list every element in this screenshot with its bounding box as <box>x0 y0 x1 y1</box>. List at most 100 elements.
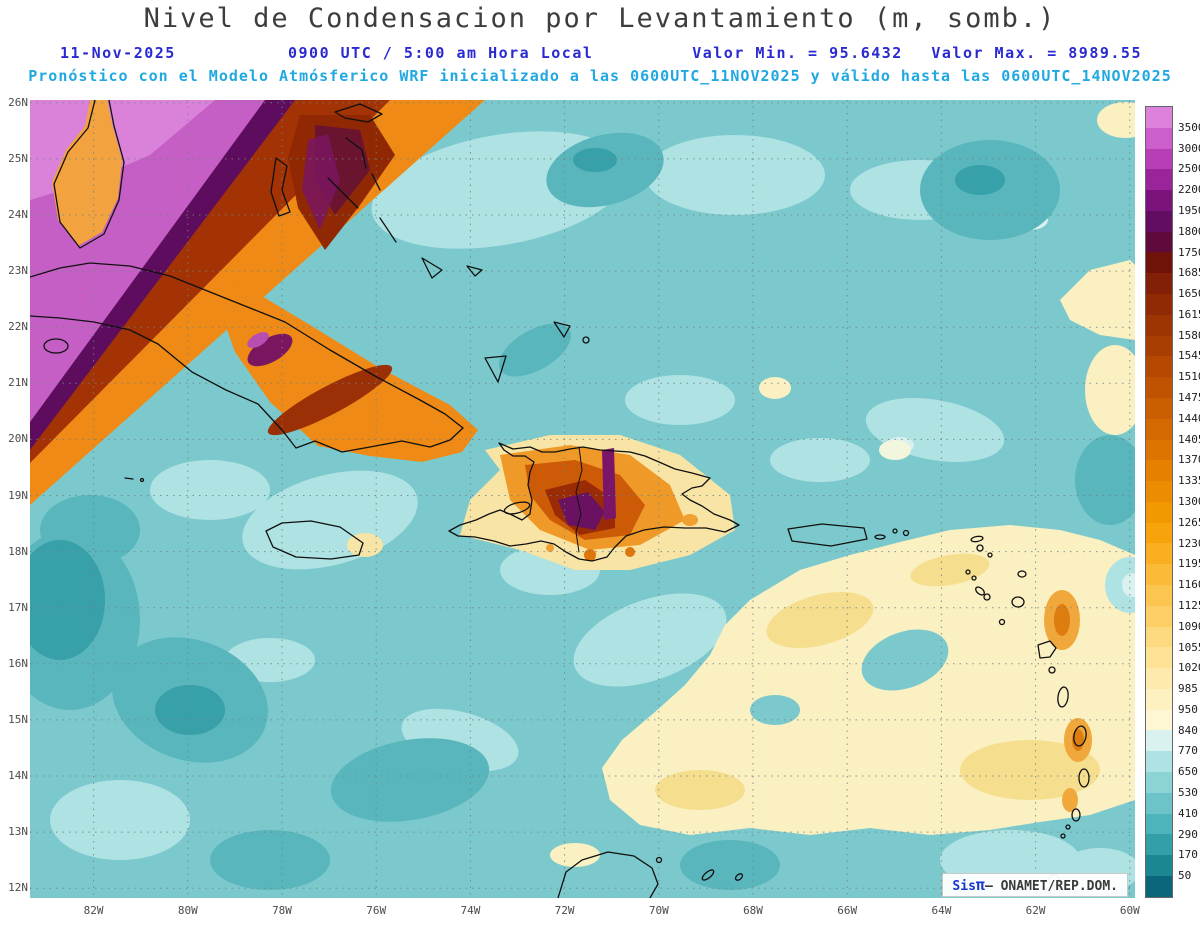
colorbar-level-label: 1545 <box>1178 349 1200 363</box>
colorbar-level-label: 1370 <box>1178 453 1200 467</box>
colorbar-segment <box>1146 418 1172 440</box>
colorbar-segment <box>1146 688 1172 710</box>
forecast-map-svg <box>30 100 1135 898</box>
credit-sis: Sis <box>952 879 976 894</box>
colorbar-level-label: 985 <box>1178 682 1198 696</box>
lon-tick-label: 66W <box>837 904 858 917</box>
colorbar-level-label: 1195 <box>1178 557 1200 571</box>
colorbar-level-label: 1650 <box>1178 287 1200 301</box>
colorbar-segment <box>1146 231 1172 253</box>
lat-tick-label: 17N <box>8 600 28 614</box>
colorbar-level-label: 1800 <box>1178 224 1200 238</box>
colorbar-level-label: 950 <box>1178 702 1198 716</box>
colorbar-level-label: 1020 <box>1178 661 1200 675</box>
pi-symbol: π <box>975 876 985 894</box>
colorbar-segment <box>1146 668 1172 689</box>
colorbar-segment <box>1146 834 1172 856</box>
colorbar-level-label: 290 <box>1178 827 1198 841</box>
lon-tick-label: 74W <box>460 904 481 917</box>
colorbar-level-label: 3500 <box>1178 120 1200 134</box>
colorbar-segment <box>1146 875 1172 897</box>
valid-time: 0900 UTC / 5:00 am Hora Local <box>288 44 594 62</box>
colorbar-level-label: 50 <box>1178 869 1192 883</box>
colorbar-level-label: 840 <box>1178 723 1198 737</box>
colorbar-level-label: 410 <box>1178 806 1198 820</box>
colorbar-level-label: 1055 <box>1178 640 1200 654</box>
colorbar-segment <box>1146 356 1172 378</box>
hispaniola-hotspot <box>347 435 735 570</box>
lat-tick-label: 14N <box>8 769 28 782</box>
colorbar-level-label: 1300 <box>1178 495 1200 508</box>
colorbar-level-label: 1615 <box>1178 307 1200 321</box>
lat-tick-label: 13N <box>8 825 28 839</box>
lat-tick-label: 26N <box>8 95 28 109</box>
colorbar-segment <box>1146 709 1172 731</box>
lat-tick-label: 25N <box>8 151 28 165</box>
colorbar-level-label: 1440 <box>1178 411 1200 425</box>
header-info-line: 11-Nov-2025 0900 UTC / 5:00 am Hora Loca… <box>0 44 1200 64</box>
colorbar-segment <box>1146 772 1172 793</box>
colorbar-level-label: 1580 <box>1178 328 1200 342</box>
colorbar-segment <box>1146 730 1172 752</box>
coastlines-layer <box>30 100 1090 898</box>
colorbar-segment <box>1146 584 1172 606</box>
colorbar-level-label: 650 <box>1178 765 1198 779</box>
colorbar-level-label: 1265 <box>1178 515 1200 529</box>
colorbar-segment <box>1146 252 1172 274</box>
colorbar-segment <box>1146 605 1172 627</box>
colorbar-segment <box>1146 813 1172 835</box>
colorbar-segment <box>1146 210 1172 232</box>
colorbar-segment <box>1146 543 1172 565</box>
colorbar-level-label: 2200 <box>1178 183 1200 197</box>
credit-onamet: – ONAMET/REP.DOM. <box>984 879 1118 894</box>
colorbar-segment <box>1146 439 1172 461</box>
lat-tick-label: 15N <box>8 712 28 726</box>
colorbar-level-label: 1335 <box>1178 474 1200 488</box>
colorbar-level-label: 530 <box>1178 786 1198 800</box>
lon-tick-label: 60W <box>1119 904 1140 917</box>
lat-tick-label: 23N <box>8 264 28 278</box>
colorbar-level-label: 770 <box>1178 744 1198 758</box>
lon-tick-label: 64W <box>931 904 952 917</box>
yellow-regions <box>550 102 1135 867</box>
lon-tick-label: 82W <box>83 904 104 917</box>
colorbar-level-label: 1510 <box>1178 370 1200 384</box>
colorbar-segment <box>1146 855 1172 876</box>
colorbar-segment <box>1146 481 1172 502</box>
lon-tick-label: 78W <box>272 904 292 917</box>
lat-tick-label: 18N <box>8 544 28 558</box>
colorbar-segment <box>1146 397 1172 419</box>
colorbar-level-label: 2500 <box>1178 162 1200 176</box>
lat-tick-label: 20N <box>8 432 28 446</box>
colorbar-segment <box>1146 169 1172 191</box>
colorbar-segment <box>1146 377 1172 398</box>
colorbar-level-label: 1125 <box>1178 598 1200 612</box>
colorbar-segment <box>1146 190 1172 211</box>
colorbar-level-label: 1950 <box>1178 203 1200 217</box>
colorbar-segment <box>1146 335 1172 357</box>
colorbar-segment <box>1146 626 1172 648</box>
colorbar <box>1145 106 1173 898</box>
page-title: Nivel de Condensacion por Levantamiento … <box>143 3 1057 34</box>
lat-tick-label: 24N <box>8 208 28 221</box>
lon-tick-label: 62W <box>1025 904 1046 917</box>
colorbar-segment <box>1146 294 1172 315</box>
credit-watermark: Sisπ– ONAMET/REP.DOM. <box>942 873 1128 897</box>
min-max-values: Valor Min. = 95.6432 Valor Max. = 8989.5… <box>692 44 1142 62</box>
lat-tick-label: 21N <box>8 376 28 390</box>
colorbar-segment <box>1146 460 1172 482</box>
colorbar-level-label: 1475 <box>1178 391 1200 405</box>
colorbar-level-label: 1405 <box>1178 432 1200 446</box>
colorbar-segment <box>1146 501 1172 523</box>
run-date: 11-Nov-2025 <box>60 44 176 62</box>
lon-tick-label: 68W <box>743 904 763 917</box>
grid-layer <box>30 100 1135 898</box>
colorbar-level-label: 1090 <box>1178 619 1200 633</box>
value-min: Valor Min. = 95.6432 <box>692 44 903 62</box>
colorbar-segment <box>1146 107 1172 128</box>
lon-tick-label: 70W <box>648 904 669 917</box>
colorbar-segment <box>1146 792 1172 814</box>
lat-tick-label: 22N <box>8 320 28 334</box>
colorbar-segment <box>1146 127 1172 149</box>
